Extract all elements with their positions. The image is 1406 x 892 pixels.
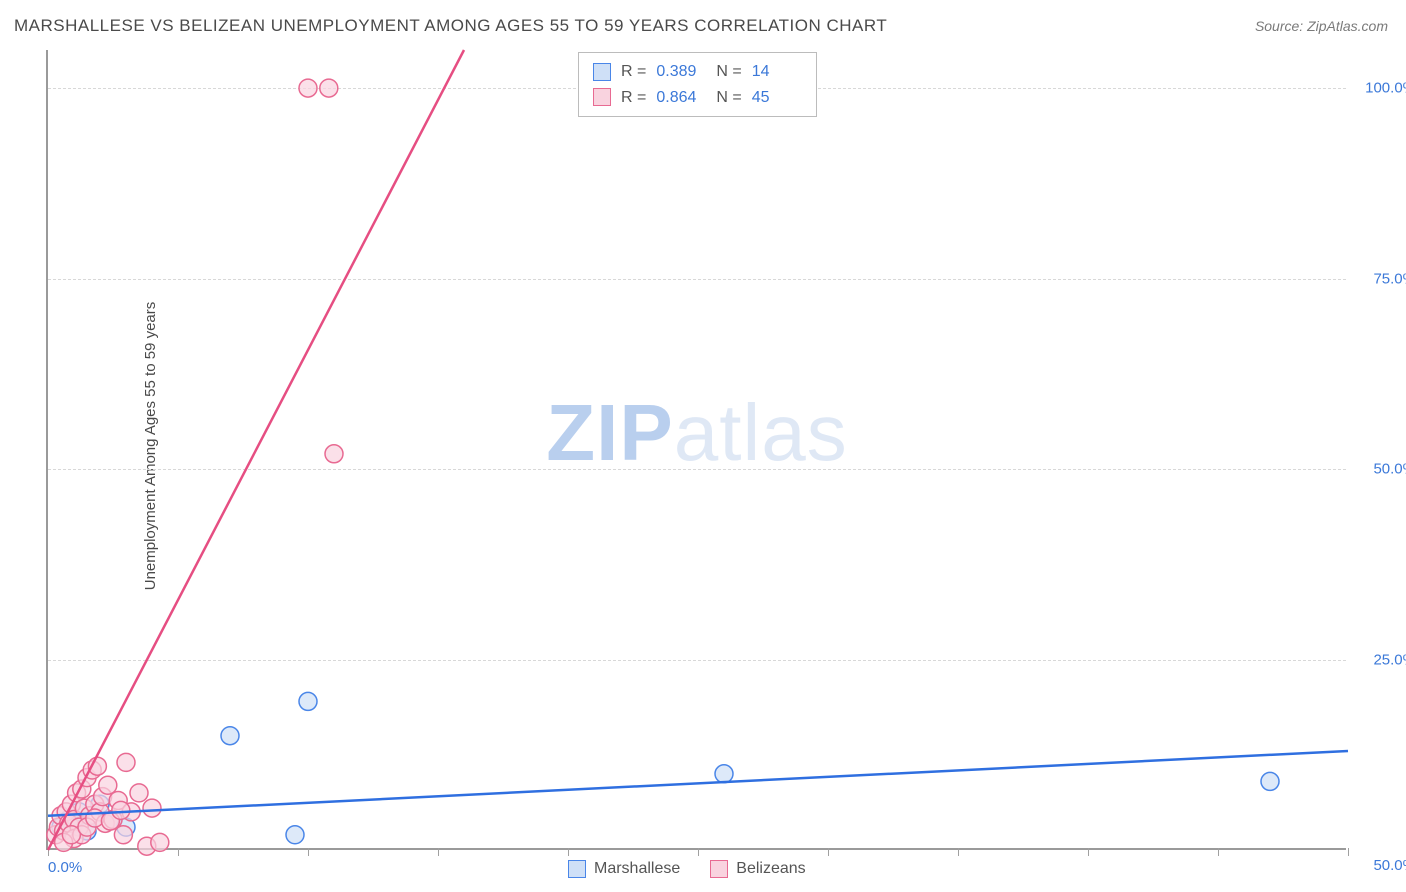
x-tick <box>308 848 309 856</box>
legend-label-0: Marshallese <box>594 860 680 878</box>
n-value-0: 14 <box>752 59 802 85</box>
legend: Marshallese Belizeans <box>568 860 806 878</box>
swatch-pink-icon <box>593 88 611 106</box>
y-tick-label: 50.0% <box>1373 461 1406 478</box>
x-tick <box>698 848 699 856</box>
scatter-point <box>86 809 104 827</box>
x-tick <box>958 848 959 856</box>
scatter-point <box>286 826 304 844</box>
legend-swatch-blue-icon <box>568 860 586 878</box>
scatter-point <box>114 826 132 844</box>
source-name: ZipAtlas.com <box>1307 18 1388 34</box>
r-value-1: 0.864 <box>656 85 706 111</box>
source-attribution: Source: ZipAtlas.com <box>1255 18 1388 34</box>
r-label: R = <box>621 59 646 85</box>
stats-row-series-1: R = 0.864 N = 45 <box>593 85 802 111</box>
x-tick <box>178 848 179 856</box>
x-tick-label-min: 0.0% <box>48 859 82 876</box>
scatter-point <box>99 776 117 794</box>
scatter-point <box>1261 772 1279 790</box>
scatter-point <box>320 79 338 97</box>
plot-svg <box>48 50 1346 848</box>
x-tick <box>1348 848 1349 856</box>
scatter-point <box>117 753 135 771</box>
r-label-1: R = <box>621 85 646 111</box>
y-tick-label: 100.0% <box>1365 80 1406 97</box>
y-tick-label: 75.0% <box>1373 270 1406 287</box>
x-tick <box>1088 848 1089 856</box>
y-tick-label: 25.0% <box>1373 651 1406 668</box>
scatter-point <box>299 692 317 710</box>
regression-line <box>48 50 464 850</box>
n-label: N = <box>716 59 741 85</box>
scatter-point <box>715 765 733 783</box>
x-tick <box>1218 848 1219 856</box>
scatter-point <box>143 799 161 817</box>
scatter-point <box>221 727 239 745</box>
scatter-point <box>112 801 130 819</box>
legend-swatch-pink-icon <box>710 860 728 878</box>
legend-item-0: Marshallese <box>568 860 680 878</box>
scatter-point <box>325 445 343 463</box>
stats-box: R = 0.389 N = 14 R = 0.864 N = 45 <box>578 52 817 117</box>
source-label: Source: <box>1255 18 1307 34</box>
r-value-0: 0.389 <box>656 59 706 85</box>
legend-label-1: Belizeans <box>736 860 805 878</box>
scatter-point <box>299 79 317 97</box>
scatter-point <box>130 784 148 802</box>
x-tick <box>568 848 569 856</box>
legend-item-1: Belizeans <box>710 860 805 878</box>
regression-line <box>48 751 1348 816</box>
stats-row-series-0: R = 0.389 N = 14 <box>593 59 802 85</box>
scatter-point <box>151 833 169 851</box>
x-tick <box>438 848 439 856</box>
plot-area: ZIPatlas 25.0%50.0%75.0%100.0% 0.0% 50.0… <box>46 50 1346 850</box>
n-label-1: N = <box>716 85 741 111</box>
n-value-1: 45 <box>752 85 802 111</box>
chart-title: MARSHALLESE VS BELIZEAN UNEMPLOYMENT AMO… <box>14 16 887 36</box>
x-tick <box>828 848 829 856</box>
swatch-blue-icon <box>593 63 611 81</box>
x-tick-label-max: 50.0% <box>1373 857 1406 874</box>
